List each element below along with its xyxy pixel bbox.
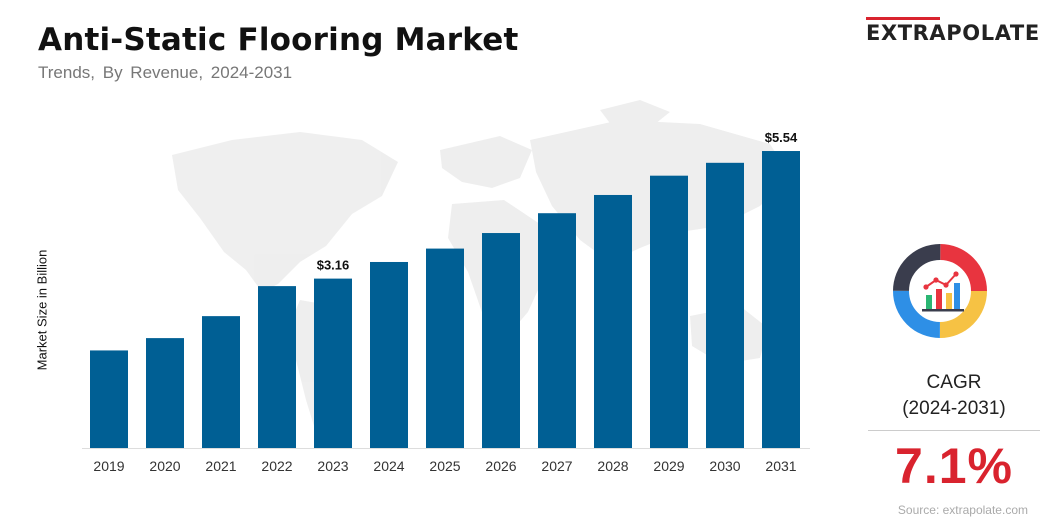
x-tick-label-2022: 2022 <box>261 458 292 474</box>
x-tick-label-2024: 2024 <box>373 458 404 474</box>
x-tick-label-2021: 2021 <box>205 458 236 474</box>
cagr-value: 7.1% <box>895 438 1013 494</box>
cagr-divider <box>868 430 1040 431</box>
bar-2024 <box>370 261 408 448</box>
bar-2023 <box>314 278 352 448</box>
bar-2031 <box>762 151 800 449</box>
page-subtitle: Trends, By Revenue, 2024-2031 <box>38 63 293 82</box>
donut-segment-2 <box>893 244 987 338</box>
x-tick-label-2025: 2025 <box>429 458 460 474</box>
donut-segment-1 <box>893 244 987 338</box>
x-tick-label-2030: 2030 <box>709 458 740 474</box>
bar-chart: $3.16$5.54 2019 2020 2021 2022 2023 2024 2025 2… <box>82 100 810 474</box>
data-label-2031: $5.54 <box>765 130 798 145</box>
x-tick-label-2027: 2027 <box>541 458 572 474</box>
page-title: Anti-Static Flooring Market <box>38 22 519 58</box>
x-tick-label-2020: 2020 <box>149 458 180 474</box>
brand-logo: EXTRAPOLATE <box>866 17 1042 45</box>
bar-2020 <box>146 338 184 448</box>
bar-2029 <box>650 175 688 448</box>
data-label-group: $3.16 $5.54 <box>317 130 798 273</box>
bar-2026 <box>482 233 520 448</box>
donut-segment-3 <box>893 244 987 338</box>
data-label-2023: $3.16 <box>317 258 350 273</box>
x-tick-label-2029: 2029 <box>653 458 684 474</box>
bar-series <box>90 151 800 449</box>
x-tick-label-2023: 2023 <box>317 458 348 474</box>
brand-accent-bar <box>866 17 940 20</box>
bar-2030 <box>706 162 744 448</box>
x-tick-label-2031: 2031 <box>765 458 796 474</box>
bar-2027 <box>538 213 576 448</box>
brand-name: EXTRAPOLATE <box>866 21 1040 45</box>
source-credit: Source: extrapolate.com <box>897 503 1028 517</box>
mini-bar-chart-icon <box>922 271 964 312</box>
x-tick-label-2026: 2026 <box>485 458 516 474</box>
bar-2028 <box>594 194 632 448</box>
x-tick-label-2019: 2019 <box>93 458 124 474</box>
x-tick-labels: 2019 2020 2021 2022 2023 2024 2025 2026 2027 2028… <box>93 458 796 474</box>
cagr-donut-chart-icon <box>893 244 987 338</box>
cagr-donut-ring <box>893 244 987 338</box>
bar-2019 <box>90 350 128 448</box>
cagr-period-label: (2024-2031) <box>902 398 1006 419</box>
bar-2022 <box>258 286 296 448</box>
cagr-label: CAGR <box>926 372 982 393</box>
x-tick-label-2028: 2028 <box>597 458 628 474</box>
bar-2025 <box>426 248 464 448</box>
bar-2021 <box>202 316 240 448</box>
